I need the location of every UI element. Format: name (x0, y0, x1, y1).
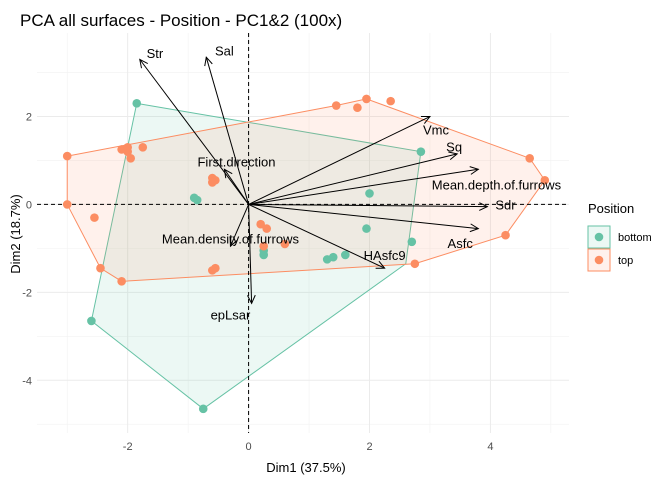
point-top (208, 266, 217, 275)
arrowhead-Asfc (469, 223, 480, 233)
arrowhead-Mean.depth.of.furrows (469, 166, 480, 175)
x-axis-title: Dim1 (37.5%) (266, 460, 345, 475)
variable-label: Sal (215, 44, 234, 59)
arrow-Sq (248, 153, 458, 205)
point-bottom (416, 147, 426, 156)
point-bottom (362, 224, 371, 233)
point-top (256, 219, 265, 229)
arrow-layer (139, 56, 489, 305)
point-top (117, 277, 126, 286)
point-top (386, 96, 395, 106)
arrow-First.direction (223, 168, 250, 205)
arrow-HAsfc9 (248, 203, 385, 269)
point-bottom (365, 189, 374, 198)
tick-layer: -2 0 2 4 -4 -2 0 2 (22, 112, 493, 453)
point-layer (62, 94, 550, 414)
point-bottom (341, 250, 350, 260)
point-top (62, 151, 72, 161)
point-top (501, 230, 510, 240)
arrowhead-Mean.density.of.furrows (229, 237, 238, 248)
variable-label: Asfc (448, 236, 474, 251)
variable-label: Vmc (423, 123, 450, 138)
point-bottom (87, 316, 96, 326)
point-top (208, 178, 217, 187)
point-top (259, 241, 269, 251)
point-bottom (407, 237, 417, 247)
arrowhead-Sal (204, 56, 213, 67)
arrow-Sal (205, 57, 250, 205)
x-tick-label: 2 (366, 441, 372, 453)
point-top (126, 153, 136, 163)
variable-label: Mean.density.of.furrows (162, 232, 300, 247)
point-bottom (198, 404, 208, 414)
y-tick-label: 2 (26, 112, 32, 124)
point-top (540, 175, 550, 185)
point-top (123, 147, 132, 156)
arrowhead-Sdr (479, 202, 489, 211)
arrow-epLsar (248, 204, 253, 304)
legend-title: Position (588, 201, 634, 216)
legend-point-top (594, 255, 604, 265)
legend-label-bottom: bottom (618, 232, 652, 244)
arrow-Mean.density.of.furrows (229, 204, 250, 247)
variable-label: epLsar (211, 307, 251, 322)
x-tick-label: 0 (246, 441, 252, 453)
arrow-Mean.depth.of.furrows (248, 168, 479, 205)
point-bottom (328, 252, 338, 262)
point-top (280, 239, 290, 249)
point-top (96, 263, 105, 273)
arrowhead-Str (139, 58, 148, 69)
variable-label: Sq (446, 139, 462, 154)
legend-label-top: top (618, 255, 633, 267)
point-top (353, 103, 362, 113)
point-top (362, 94, 371, 104)
point-top (90, 213, 99, 222)
y-tick-label: -4 (22, 375, 32, 387)
point-top (138, 142, 148, 152)
variable-label: First.direction (197, 154, 275, 169)
arrowhead-HAsfc9 (375, 260, 386, 269)
arrowhead-First.direction (223, 168, 233, 179)
arrow-Sdr (248, 203, 488, 208)
arrow-Vmc (248, 116, 431, 205)
point-bottom (259, 250, 269, 260)
y-axis-title: Dim2 (18.7%) (8, 194, 23, 273)
point-bottom (132, 99, 142, 108)
variable-label: Str (147, 46, 164, 61)
arrowhead-Vmc (420, 116, 431, 124)
arrow-Asfc (248, 203, 479, 230)
variable-label: Mean.depth.of.furrows (432, 178, 562, 193)
y-tick-label: -2 (22, 287, 32, 299)
zero-lines (37, 33, 569, 433)
point-top (62, 200, 72, 209)
variable-label: Sdr (495, 197, 516, 212)
arrow-Str (139, 59, 249, 205)
point-top (525, 153, 535, 163)
arrowhead-epLsar (247, 294, 256, 305)
point-bottom (192, 195, 202, 205)
point-top (410, 259, 420, 269)
y-tick-label: 0 (26, 199, 32, 211)
point-top (331, 101, 341, 110)
legend: Position bottom top (587, 201, 652, 272)
variable-label: HAsfc9 (364, 248, 406, 263)
x-tick-label: -2 (123, 441, 133, 453)
legend-point-bottom (594, 232, 604, 242)
chart-title: PCA all surfaces - Position - PC1&2 (100… (20, 11, 342, 30)
point-top (262, 224, 272, 233)
x-tick-label: 4 (487, 441, 493, 453)
arrowhead-Sq (448, 151, 459, 160)
grid-major (37, 33, 569, 433)
